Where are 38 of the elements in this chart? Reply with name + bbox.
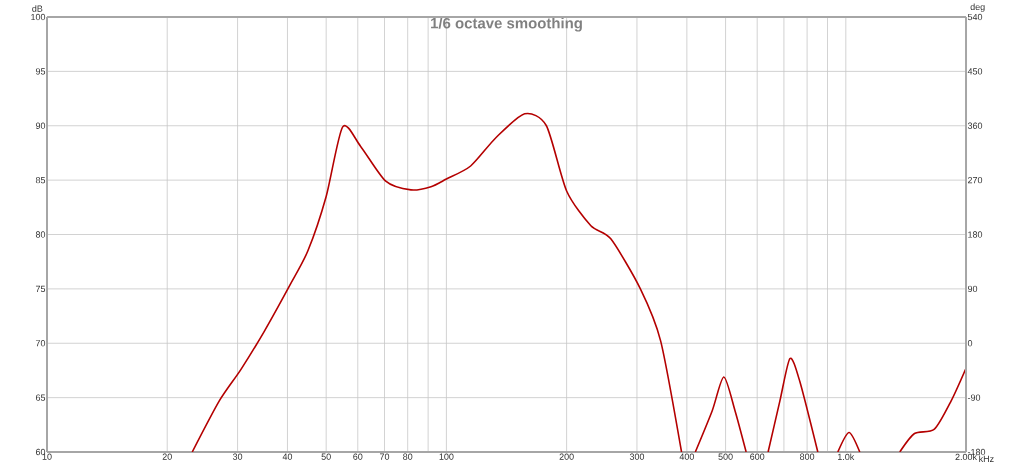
x-tick-label: 30	[232, 453, 243, 460]
x-tick-label: 10	[42, 453, 52, 460]
x-tick-label: 1.0k	[838, 453, 855, 461]
x-tick-label: 50	[321, 453, 331, 460]
x-tick-label: 2.00k	[955, 453, 977, 461]
x-tick-label: 70	[379, 453, 390, 460]
y2-tick-label: 360	[967, 122, 983, 129]
y-tick-label: 100	[31, 13, 46, 21]
y2-tick-label: -180	[967, 448, 986, 456]
y2-tick-label: -90	[967, 394, 981, 401]
x-tick-label: 20	[162, 453, 172, 460]
x-tick-label: 600	[750, 453, 765, 460]
x-tick-label: 300	[629, 453, 645, 460]
x-tick-label: 60	[353, 453, 363, 460]
y2-tick-label: 0	[967, 340, 973, 347]
x-tick-label: 800	[800, 453, 815, 460]
y-tick-label: 80	[35, 231, 46, 238]
x-tick-label: 40	[282, 453, 293, 460]
x-axis-title: kHz	[979, 455, 994, 462]
y2-tick-label: 540	[967, 13, 983, 21]
y-tick-label: 65	[35, 394, 46, 401]
y2-tick-label: 270	[967, 176, 983, 184]
y-axis-title: dB	[32, 5, 43, 12]
y-tick-label: 90	[35, 122, 46, 129]
y2-tick-label: 180	[968, 231, 983, 238]
x-tick-label: 500	[718, 453, 733, 460]
y2-tick-label: 90	[967, 285, 978, 293]
x-tick-label: 400	[679, 453, 694, 460]
y-tick-label: 85	[35, 176, 46, 184]
x-tick-label: 200	[559, 453, 574, 460]
chart-title: 1/6 octave smoothing	[431, 17, 582, 32]
x-tick-label: 100	[439, 453, 454, 460]
y-tick-label: 75	[35, 285, 46, 293]
y-tick-label: 70	[35, 340, 46, 347]
y2-tick-label: 450	[967, 68, 983, 75]
y2-axis-title: deg	[970, 3, 985, 12]
x-tick-label: 80	[403, 453, 413, 460]
y-tick-label: 95	[35, 68, 46, 75]
